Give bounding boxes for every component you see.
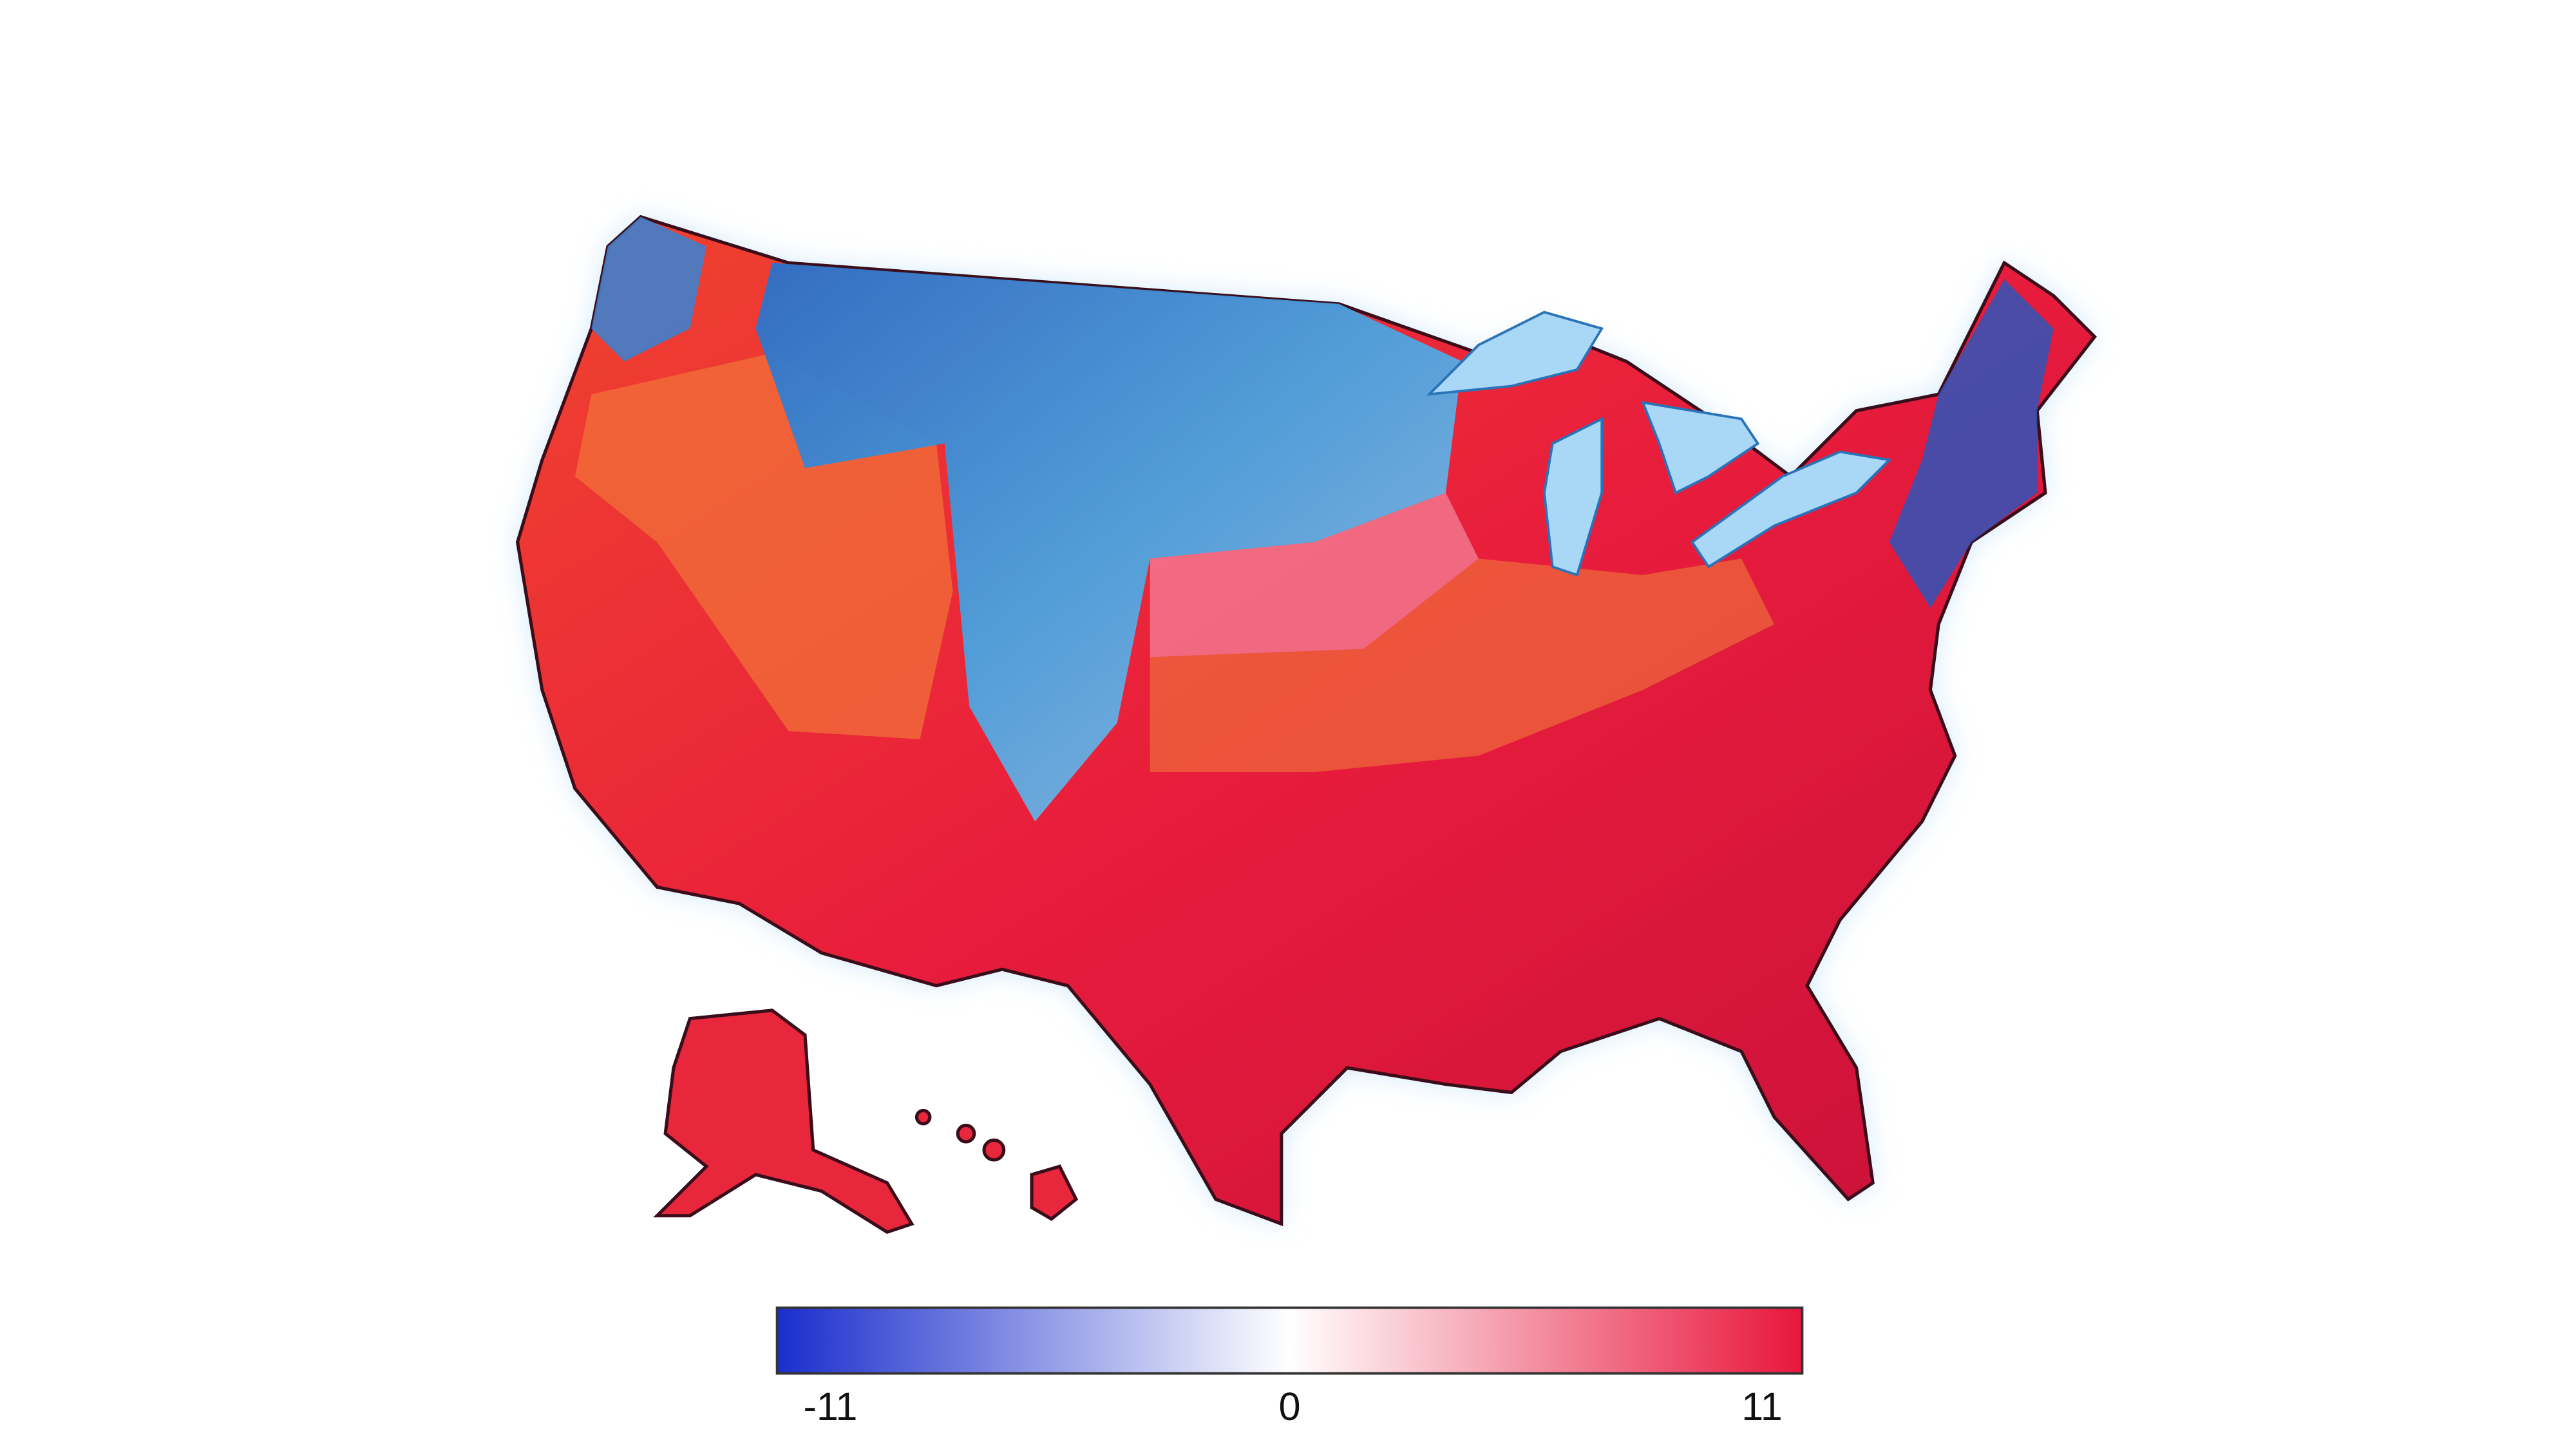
lake-erie-ontario [1690, 450, 1892, 569]
lake-huron [1640, 401, 1760, 495]
colorbar-tick-label: 0 [1279, 1385, 1301, 1428]
orange-midwest [1150, 558, 1775, 772]
colorbar-tick-label: -11 [803, 1385, 857, 1428]
colorbar [775, 1306, 1804, 1375]
blue-north [755, 263, 1463, 822]
blue-northeast [1889, 279, 2054, 608]
colorbar-tick-label: 11 [1741, 1385, 1783, 1428]
blue-northwest [591, 216, 706, 362]
pink-plains [1150, 493, 1479, 658]
alaska [653, 1009, 914, 1235]
lake-superior [1426, 310, 1604, 396]
hawaii-1 [1030, 1164, 1079, 1221]
hawaii-2 [982, 1138, 1006, 1162]
hawaii-4 [914, 1108, 932, 1126]
map [515, 214, 2097, 1235]
scene: -11 0 11 [515, 214, 2097, 1428]
hawaii-3 [956, 1123, 976, 1144]
lake-michigan [1543, 417, 1604, 577]
